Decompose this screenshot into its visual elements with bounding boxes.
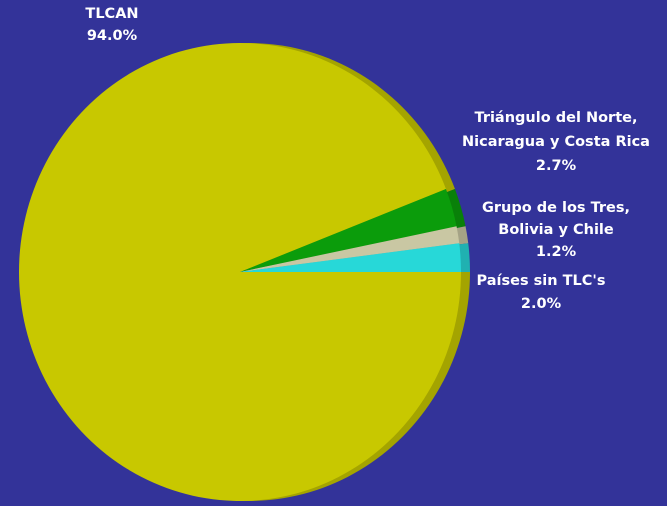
- slice-value-label: 2.0%: [521, 296, 562, 312]
- slice-label: TLCAN 94.0%: [85, 6, 138, 44]
- slice-name-label: Países sin TLC's: [477, 273, 606, 289]
- slice-label: Grupo de los Tres, Bolivia y Chile 1.2%: [482, 200, 630, 260]
- slice-name-label: Triángulo del Norte,: [475, 110, 638, 126]
- slice-name-label: Grupo de los Tres,: [482, 200, 630, 216]
- pie-labels: TLCAN 94.0% Triángulo del Norte, Nicaragua …: [85, 6, 650, 312]
- slice-label: Países sin TLC's 2.0%: [477, 273, 606, 312]
- pie-slice: [240, 226, 460, 272]
- pie-slices: [19, 42, 461, 501]
- slice-name-label: Bolivia y Chile: [498, 222, 614, 238]
- slice-name-label: Nicaragua y Costa Rica: [462, 134, 650, 150]
- slice-value-label: 94.0%: [87, 28, 138, 44]
- slice-value-label: 1.2%: [536, 244, 577, 260]
- slice-name-label: TLCAN: [85, 6, 138, 22]
- pie-slice: [240, 188, 457, 272]
- pie-slice: [240, 243, 461, 272]
- slice-value-label: 2.7%: [536, 158, 577, 174]
- slice-label: Triángulo del Norte, Nicaragua y Costa Ri…: [462, 110, 650, 174]
- pie-slice: [19, 42, 461, 501]
